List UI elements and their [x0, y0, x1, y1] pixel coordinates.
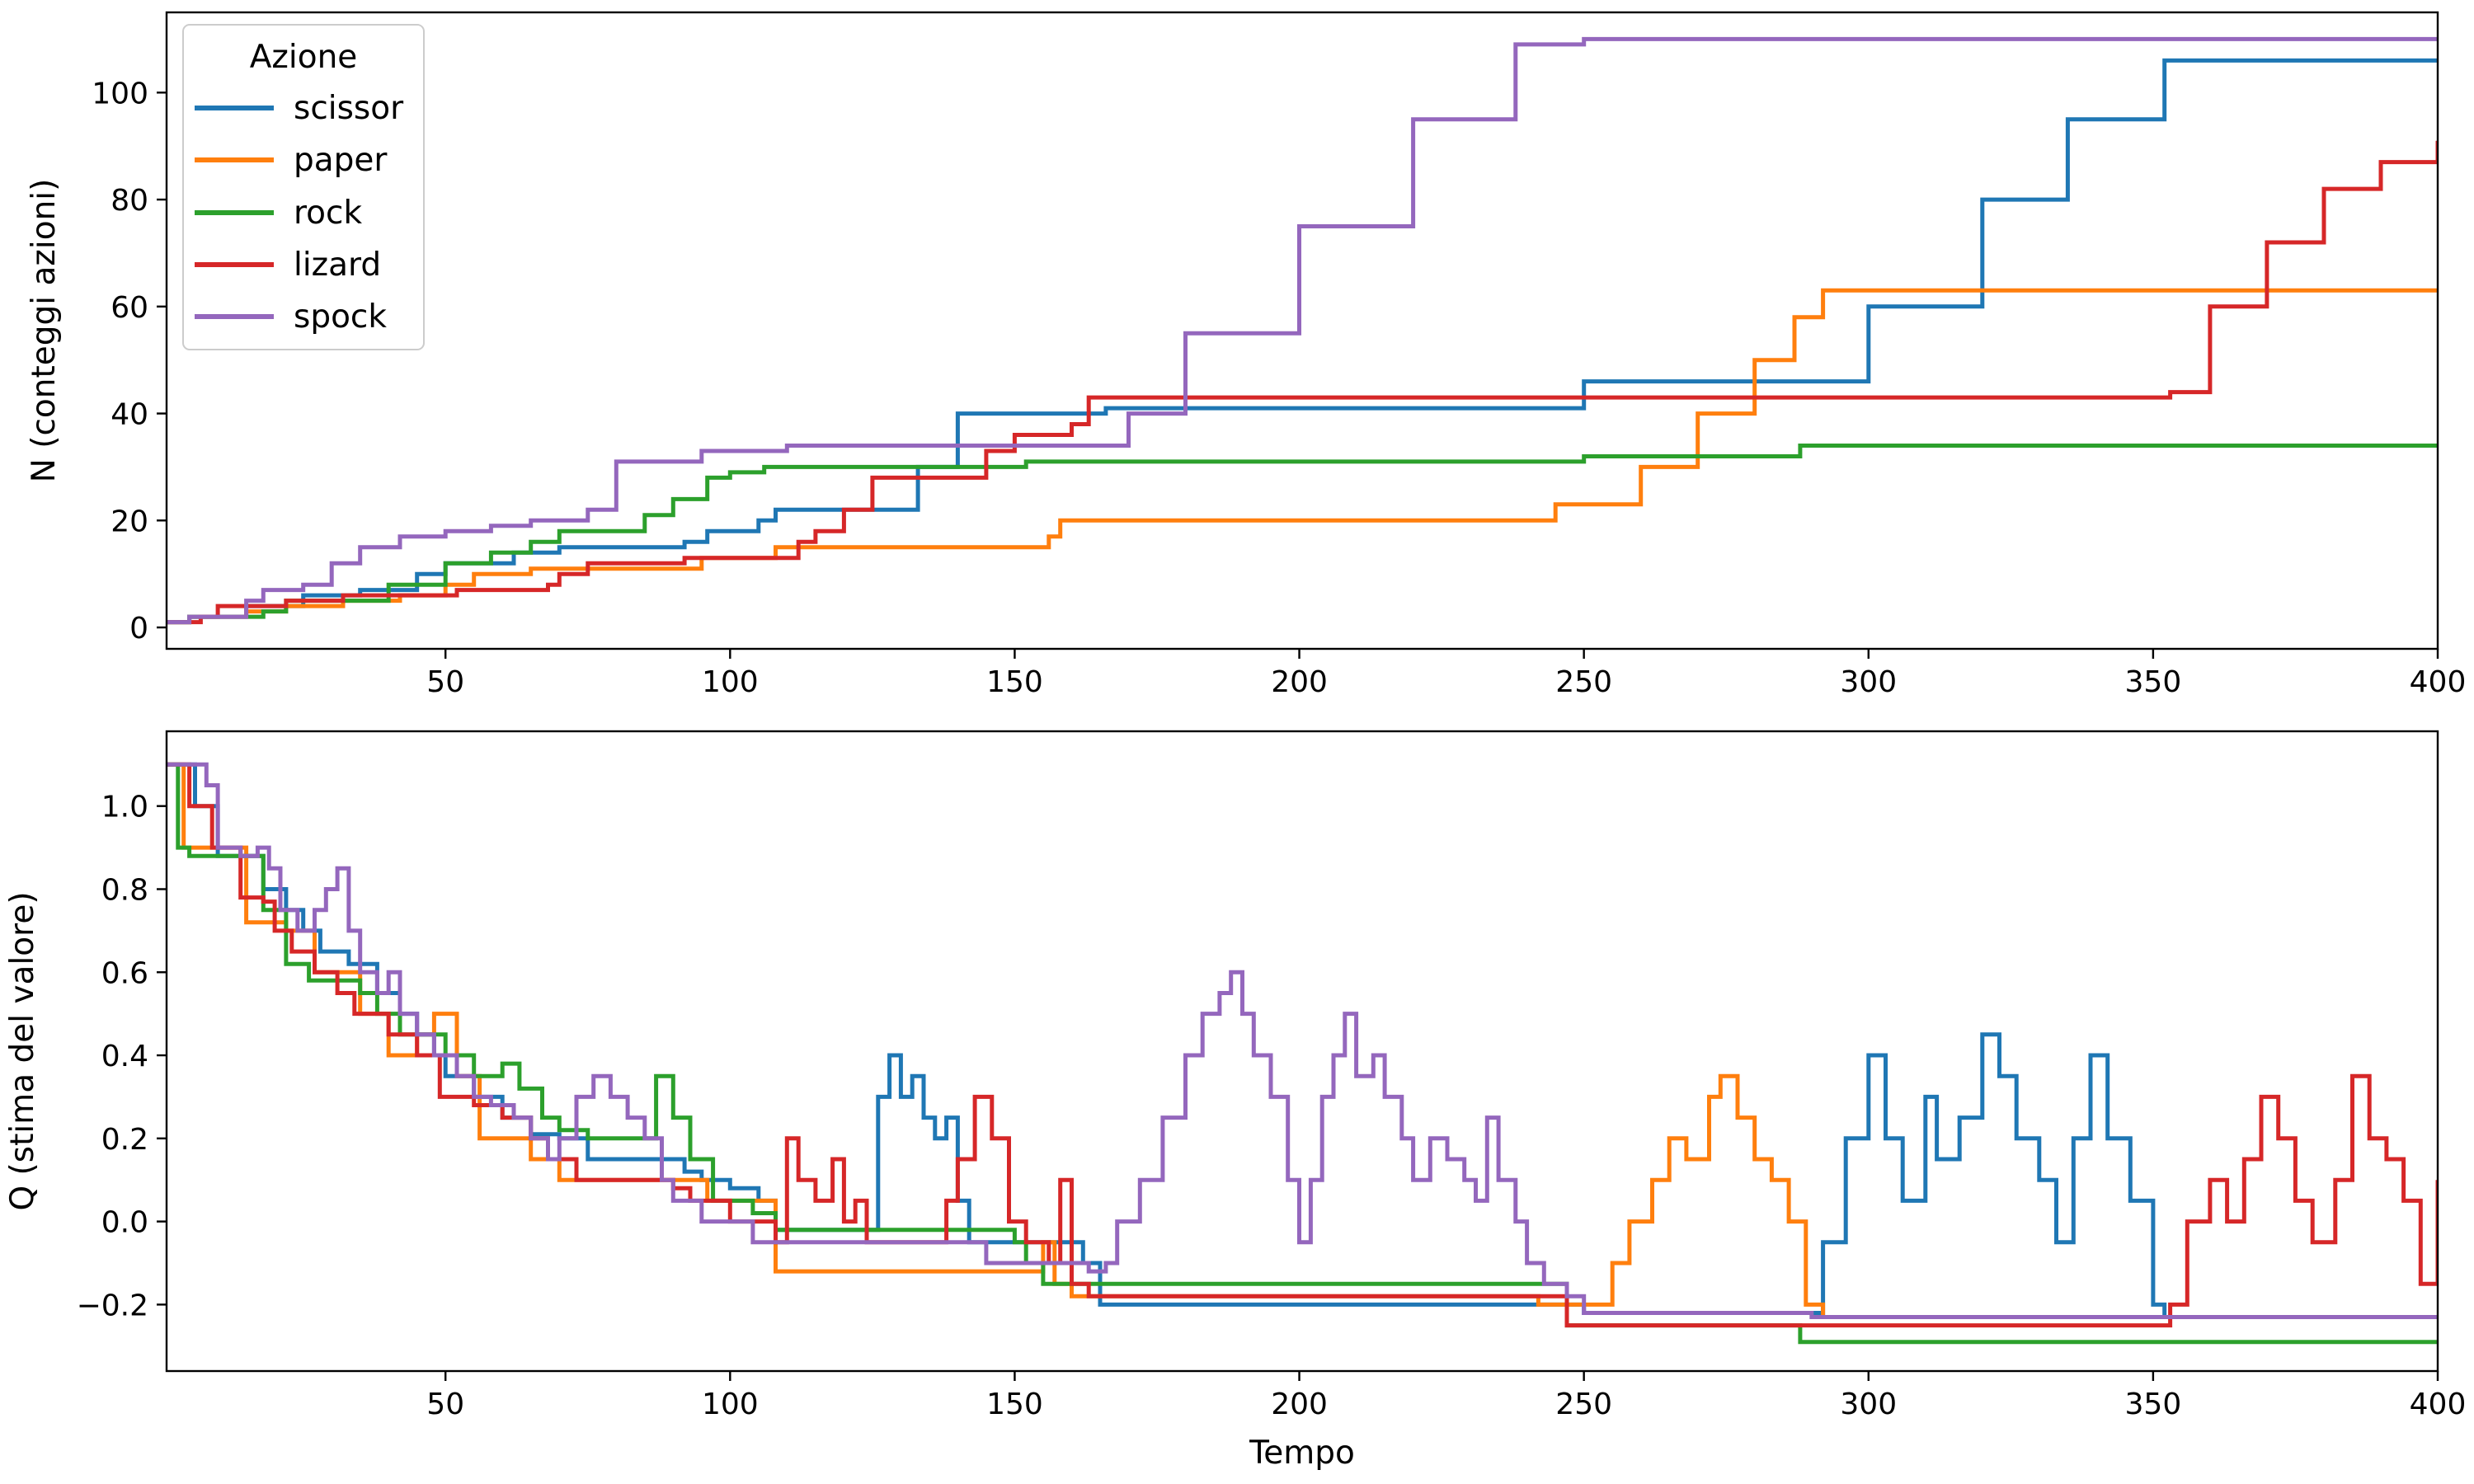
legend-item-spock: spock [195, 298, 387, 336]
x-tick-label: 100 [702, 1388, 759, 1421]
legend: Azione scissor paper rock lizard spock [182, 24, 425, 350]
y-tick-label: 80 [111, 184, 148, 218]
y-tick-label: 0.4 [101, 1040, 148, 1073]
counts-y-axis-label: N (conteggi azioni) [26, 179, 63, 483]
y-tick-label: 0 [129, 612, 148, 646]
value-panel: 50 100 150 200 250 300 350 400 −0.2 0.0 0.2 0.4 0.6 0… [4, 730, 2467, 1472]
series-line-rock [167, 444, 2438, 625]
y-tick-label: 60 [111, 291, 148, 325]
x-tick-label: 150 [986, 665, 1043, 699]
x-tick-label: 400 [2410, 1388, 2467, 1421]
value-ticks: 50 100 150 200 250 300 350 400 −0.2 0.0 0.2 0.4 0.6 0… [77, 791, 2467, 1421]
x-tick-label: 350 [2125, 665, 2182, 699]
y-tick-label: 40 [111, 398, 148, 432]
y-tick-label: −0.2 [77, 1289, 148, 1322]
series-line-paper [167, 762, 2438, 1319]
y-tick-label: 20 [111, 505, 148, 538]
legend-item-lizard: lizard [195, 247, 381, 284]
x-tick-label: 150 [986, 1388, 1043, 1421]
counts-plot-frame [165, 11, 2439, 650]
x-tick-label: 100 [702, 665, 759, 699]
x-tick-label: 50 [426, 665, 464, 699]
x-tick-label: 400 [2410, 665, 2467, 699]
x-tick-label: 50 [426, 1388, 464, 1421]
x-tick-label: 250 [1555, 1388, 1612, 1421]
x-tick-label: 300 [1840, 665, 1897, 699]
counts-ticks: 50 100 150 200 250 300 350 400 0 20 40 60 80 100 [92, 77, 2466, 699]
series-line-spock [167, 36, 2438, 625]
x-tick-label: 350 [2125, 1388, 2182, 1421]
series-line-spock [167, 762, 2438, 1319]
y-tick-label: 0.8 [101, 873, 148, 907]
legend-item-rock: rock [195, 195, 362, 232]
x-tick-label: 200 [1271, 665, 1328, 699]
legend-label-paper: paper [294, 142, 388, 179]
counts-panel: 50 100 150 200 250 300 350 400 0 20 40 60 80 100 N (c… [26, 11, 2466, 699]
series-line-lizard [167, 762, 2438, 1328]
y-tick-label: 1.0 [101, 791, 148, 824]
y-tick-label: 0.6 [101, 956, 148, 990]
series-line-scissor [167, 762, 2438, 1319]
legend-label-spock: spock [294, 298, 387, 336]
y-tick-label: 0.0 [101, 1206, 148, 1240]
legend-title: Azione [250, 39, 358, 76]
series-line-rock [167, 762, 2438, 1345]
value-series-layer [167, 762, 2438, 1345]
y-tick-label: 100 [92, 77, 148, 110]
value-x-axis-label: Tempo [1249, 1435, 1355, 1472]
counts-series-layer [167, 36, 2438, 625]
y-tick-label: 0.2 [101, 1123, 148, 1157]
legend-item-paper: paper [195, 142, 388, 179]
series-line-paper [167, 288, 2438, 625]
value-y-axis-label: Q (stima del valore) [4, 891, 41, 1210]
legend-label-rock: rock [294, 195, 362, 232]
legend-label-lizard: lizard [294, 247, 381, 284]
value-plot-frame [165, 730, 2439, 1373]
x-tick-label: 200 [1271, 1388, 1328, 1421]
series-line-scissor [167, 58, 2438, 625]
legend-label-scissor: scissor [294, 90, 404, 127]
legend-item-scissor: scissor [195, 90, 404, 127]
series-line-lizard [167, 140, 2438, 625]
x-tick-label: 300 [1840, 1388, 1897, 1421]
x-tick-label: 250 [1555, 665, 1612, 699]
